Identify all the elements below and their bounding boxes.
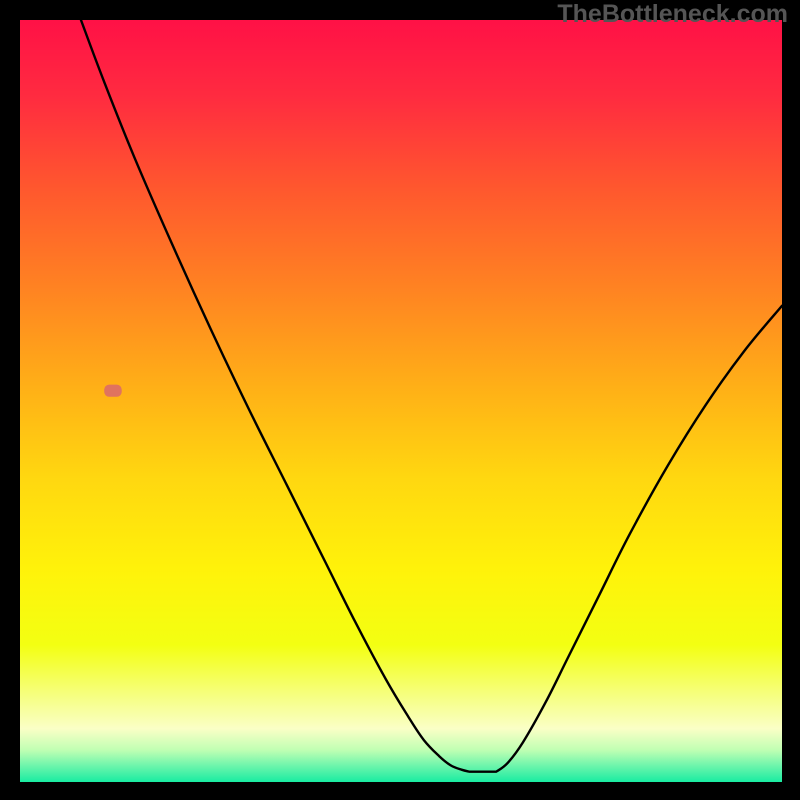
- plot-area: [20, 20, 782, 782]
- watermark-text: TheBottleneck.com: [557, 0, 788, 29]
- gradient-background: [20, 20, 782, 782]
- chart-root: TheBottleneck.com: [0, 0, 800, 800]
